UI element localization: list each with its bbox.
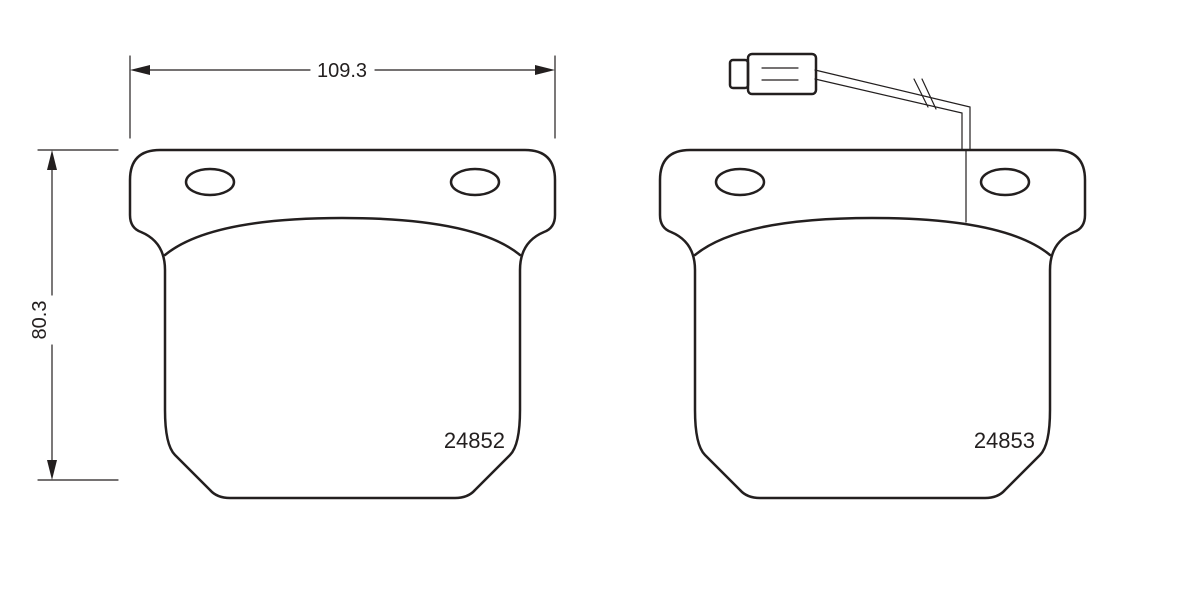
dimension-width-value: 109.3 bbox=[317, 60, 367, 82]
sensor-connector bbox=[730, 54, 816, 94]
brake-pad-left: 24852 bbox=[130, 150, 555, 498]
part-number-right: 24853 bbox=[974, 428, 1035, 453]
dimension-width: 109.3 bbox=[130, 56, 555, 138]
wear-sensor bbox=[730, 54, 970, 222]
technical-drawing: 109.3 80.3 24852 24853 bbox=[0, 0, 1200, 600]
part-number-left: 24852 bbox=[444, 428, 505, 453]
dimension-height: 80.3 bbox=[29, 150, 118, 480]
dimension-height-value: 80.3 bbox=[29, 301, 51, 340]
brake-pad-right: 24853 bbox=[660, 54, 1085, 498]
drawing-svg: 109.3 80.3 24852 24853 bbox=[0, 0, 1200, 600]
